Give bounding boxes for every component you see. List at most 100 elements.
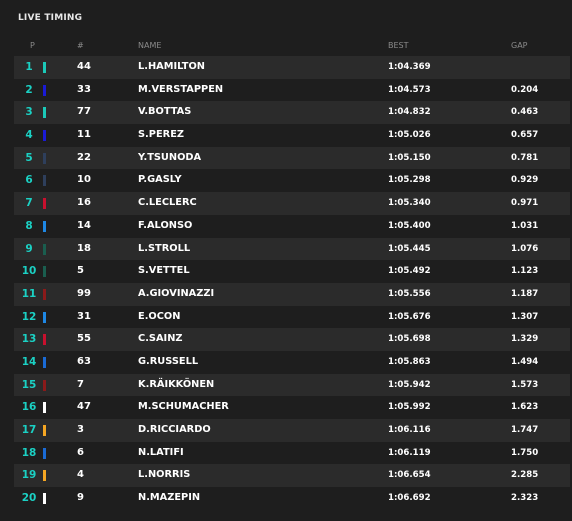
position-number: 19 (21, 469, 37, 482)
best-lap-time: 1:05.492 (388, 266, 431, 277)
gap-to-leader: 1.076 (511, 243, 539, 254)
table-row[interactable]: 13 55 C.SAINZ 1:05.698 1.329 (14, 328, 570, 351)
gap-to-leader: 2.323 (511, 493, 539, 504)
gap-to-leader: 1.329 (511, 334, 539, 345)
gap-to-leader: 1.573 (511, 379, 539, 390)
car-number: 14 (77, 219, 91, 231)
best-lap-time: 1:05.026 (388, 130, 431, 141)
table-row[interactable]: 16 47 M.SCHUMACHER 1:05.992 1.623 (14, 396, 570, 419)
table-row[interactable]: 12 31 E.OCON 1:05.676 1.307 (14, 306, 570, 329)
car-number: 31 (77, 310, 91, 322)
driver-name: P.GASLY (138, 174, 182, 186)
best-lap-time: 1:05.992 (388, 402, 431, 413)
gap-to-leader: 0.971 (511, 198, 539, 209)
gap-to-leader: 0.463 (511, 107, 539, 118)
driver-name: S.PEREZ (138, 129, 184, 141)
position-number: 5 (25, 151, 33, 164)
position-number: 6 (25, 174, 33, 187)
best-lap-time: 1:05.445 (388, 243, 431, 254)
gap-to-leader: 0.657 (511, 130, 539, 141)
team-color-bar (43, 311, 46, 323)
header-best: BEST (388, 41, 409, 50)
position-number: 9 (25, 242, 33, 255)
driver-name: S.VETTEL (138, 265, 190, 277)
team-color-bar (43, 107, 46, 119)
table-row[interactable]: 14 63 G.RUSSELL 1:05.863 1.494 (14, 351, 570, 374)
gap-to-leader: 1.747 (511, 425, 539, 435)
position-number: 11 (21, 287, 37, 300)
gap-to-leader: 1.031 (511, 220, 539, 231)
table-row[interactable]: 7 16 C.LECLERC 1:05.340 0.971 (14, 192, 570, 215)
position-number: 13 (21, 333, 37, 346)
best-lap-time: 1:05.298 (388, 175, 431, 186)
table-row[interactable]: 4 11 S.PEREZ 1:05.026 0.657 (14, 124, 570, 147)
header-pos: P (30, 41, 35, 50)
best-lap-time: 1:05.942 (388, 379, 431, 390)
driver-name: N.LATIFI (138, 446, 184, 458)
table-row[interactable]: 15 7 K.RÄIKKÖNEN 1:05.942 1.573 (14, 373, 570, 397)
position-number: 3 (25, 106, 33, 119)
header-number: # (77, 41, 84, 50)
driver-name: L.STROLL (138, 242, 191, 254)
car-number: 5 (77, 265, 84, 277)
gap-to-leader: 0.204 (511, 84, 539, 95)
table-row[interactable]: 11 99 A.GIOVINAZZI 1:05.556 1.187 (14, 282, 570, 306)
driver-name: C.SAINZ (138, 333, 183, 345)
table-row[interactable]: 6 10 P.GASLY 1:05.298 0.929 (14, 169, 570, 192)
table-row[interactable]: 20 9 N.MAZEPIN 1:06.692 2.323 (14, 487, 570, 510)
table-row[interactable]: 10 5 S.VETTEL 1:05.492 1.123 (14, 260, 570, 283)
team-color-bar (43, 470, 46, 482)
driver-name: F.ALONSO (138, 219, 193, 231)
car-number: 33 (77, 83, 91, 95)
team-color-bar (43, 152, 46, 164)
best-lap-time: 1:05.676 (388, 311, 431, 322)
table-row[interactable]: 2 33 M.VERSTAPPEN 1:04.573 0.204 (14, 79, 570, 102)
table-row[interactable]: 3 77 V.BOTTAS 1:04.832 0.463 (14, 101, 570, 125)
gap-to-leader: 1.623 (511, 402, 539, 413)
best-lap-time: 1:05.400 (388, 220, 431, 231)
team-color-bar (43, 493, 46, 505)
driver-name: Y.TSUNODA (138, 151, 202, 163)
car-number: 18 (77, 242, 91, 254)
best-lap-time: 1:06.116 (388, 425, 431, 435)
best-lap-time: 1:05.556 (388, 288, 431, 299)
table-row[interactable]: 1 44 L.HAMILTON 1:04.369 (14, 56, 570, 79)
team-color-bar (43, 175, 46, 187)
car-number: 63 (77, 355, 91, 367)
gap-to-leader: 1.750 (511, 447, 539, 458)
position-number: 4 (25, 129, 33, 142)
table-row[interactable]: 17 3 D.RICCIARDO 1:06.116 1.747 (14, 419, 570, 442)
position-number: 7 (25, 197, 33, 210)
car-number: 16 (77, 197, 91, 209)
gap-to-leader: 2.285 (511, 470, 539, 481)
driver-name: K.RÄIKKÖNEN (138, 378, 215, 390)
car-number: 9 (77, 492, 84, 504)
panel-title: LIVE TIMING (18, 13, 83, 23)
best-lap-time: 1:05.150 (388, 152, 431, 163)
car-number: 99 (77, 287, 91, 299)
position-number: 18 (21, 446, 37, 459)
table-row[interactable]: 19 4 L.NORRIS 1:06.654 2.285 (14, 464, 570, 488)
header-name: NAME (138, 41, 162, 50)
gap-to-leader: 1.123 (511, 266, 539, 277)
table-header: P # NAME BEST GAP (14, 41, 570, 53)
best-lap-time: 1:04.369 (388, 62, 431, 72)
table-row[interactable]: 5 22 Y.TSUNODA 1:05.150 0.781 (14, 146, 570, 170)
team-color-bar (43, 220, 46, 232)
table-row[interactable]: 9 18 L.STROLL 1:05.445 1.076 (14, 237, 570, 261)
best-lap-time: 1:05.698 (388, 334, 431, 345)
driver-name: V.BOTTAS (138, 106, 192, 118)
team-color-bar (43, 379, 46, 391)
car-number: 11 (77, 129, 91, 141)
team-color-bar (43, 84, 46, 96)
table-row[interactable]: 18 6 N.LATIFI 1:06.119 1.750 (14, 442, 570, 465)
position-number: 20 (21, 492, 37, 505)
team-color-bar (43, 288, 46, 300)
position-number: 2 (25, 83, 33, 96)
car-number: 77 (77, 106, 91, 118)
car-number: 7 (77, 378, 84, 390)
table-row[interactable]: 8 14 F.ALONSO 1:05.400 1.031 (14, 215, 570, 238)
best-lap-time: 1:05.340 (388, 198, 431, 209)
position-number: 14 (21, 355, 37, 368)
driver-name: N.MAZEPIN (138, 492, 201, 504)
